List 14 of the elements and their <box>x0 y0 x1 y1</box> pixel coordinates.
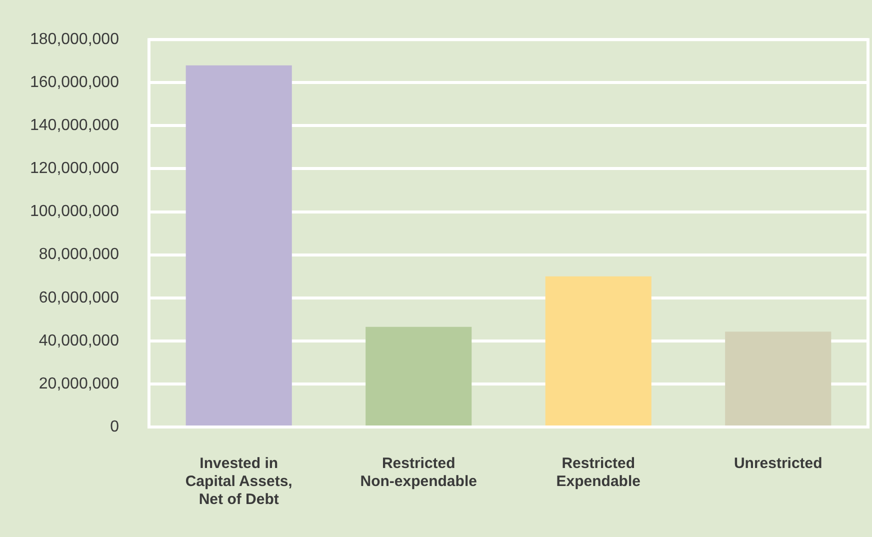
x-tick-label: Restricted Non-expendable <box>360 455 477 490</box>
x-tick-label: Unrestricted <box>734 455 822 472</box>
y-tick-label: 80,000,000 <box>38 246 120 264</box>
y-tick-label: 140,000,000 <box>30 117 120 134</box>
y-tick-label: 20,000,000 <box>38 375 120 392</box>
x-tick-label: Restricted Expendable <box>556 455 640 490</box>
y-tick-label: 160,000,000 <box>30 74 120 92</box>
y-tick-label: 40,000,000 <box>38 332 120 350</box>
y-tick-label: 60,000,000 <box>38 289 120 306</box>
x-tick-label: Invested in Capital Assets, Net of Debt <box>185 455 292 508</box>
y-tick-label: 180,000,000 <box>30 31 120 48</box>
y-tick-label: 0 <box>110 418 120 436</box>
y-tick-label: 100,000,000 <box>30 203 120 220</box>
y-tick-label: 120,000,000 <box>30 160 120 178</box>
